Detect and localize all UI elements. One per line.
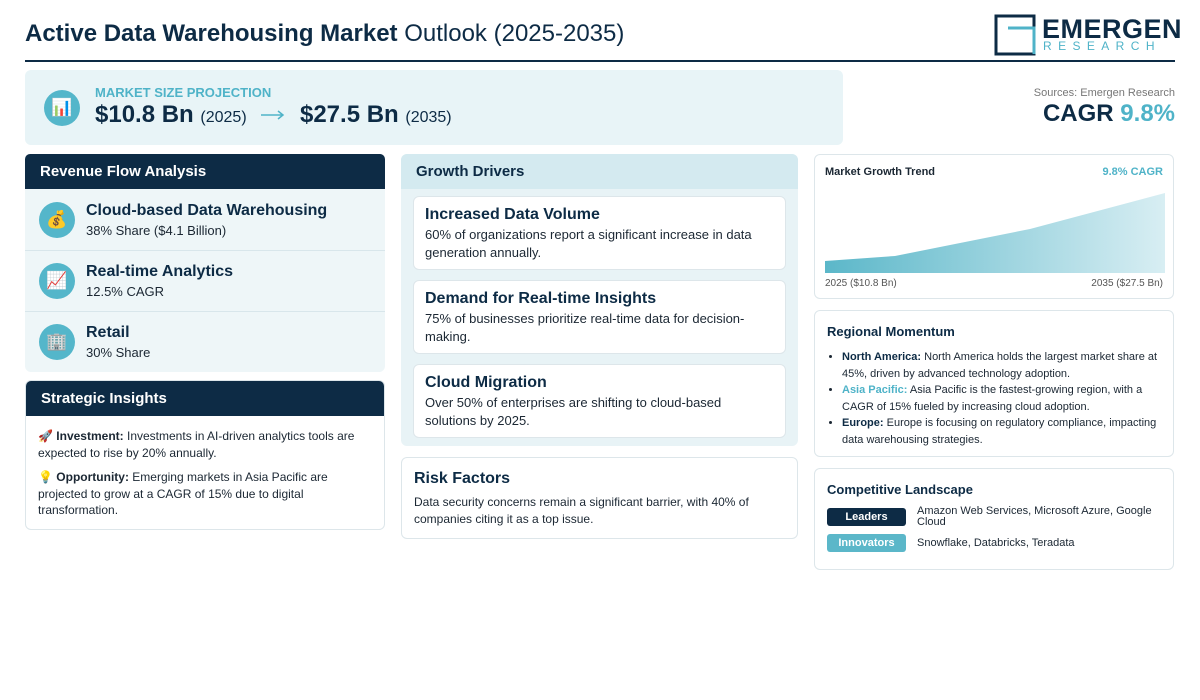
driver-text: 75% of businesses prioritize real-time d…: [425, 311, 745, 344]
driver-card: Demand for Real-time Insights 75% of busi…: [413, 280, 786, 354]
competitive-row: Leaders Amazon Web Services, Microsoft Az…: [827, 506, 1161, 528]
start-year: (2025): [200, 109, 247, 126]
trend-start: 2025 ($10.8 Bn): [825, 278, 897, 289]
item-text: Retail 30% Share: [86, 324, 150, 360]
arrow: [261, 110, 285, 120]
section-title: Growth Drivers: [401, 154, 798, 189]
item-name: Retail: [86, 324, 130, 341]
trend-card: Market Growth Trend 9.8% CAGR 2025 ($10.…: [814, 154, 1174, 299]
insight: 💡 Opportunity: Emerging markets in Asia …: [38, 469, 372, 519]
region-item: Europe: Europe is focusing on regulatory…: [842, 415, 1161, 448]
projection-icon: 📊: [44, 90, 80, 126]
end-year: (2035): [405, 109, 452, 126]
region-name: Asia Pacific:: [842, 384, 908, 396]
insight-label: Investment:: [56, 429, 124, 443]
projection-label: MARKET SIZE PROJECTION: [95, 85, 272, 100]
companies: Amazon Web Services, Microsoft Azure, Go…: [917, 505, 1152, 528]
driver-card: Cloud Migration Over 50% of enterprises a…: [413, 364, 786, 438]
section-title: Competitive Landscape: [827, 482, 973, 497]
region-name: North America:: [842, 351, 922, 363]
revenue-item: 🏢 Retail 30% Share: [25, 311, 385, 372]
insight-text: Emerging markets in Asia Pacific are pro…: [38, 470, 328, 517]
risk-factors: Risk Factors Data security concerns rema…: [401, 457, 798, 539]
source: Sources: Emergen Research: [1033, 87, 1175, 99]
revenue-item: 💰 Cloud-based Data Warehousing 38% Share (…: [25, 189, 385, 250]
region-text: North America holds the largest market s…: [842, 351, 1158, 380]
cagr-value: 9.8%: [1120, 100, 1175, 127]
growth-drivers: Growth Drivers Increased Data Volume 60% …: [401, 154, 798, 446]
trend-end: 2035 ($27.5 Bn): [1091, 278, 1163, 289]
region-text: Asia Pacific is the fastest-growing regi…: [842, 384, 1143, 413]
regional: Regional Momentum North America: North A…: [814, 310, 1174, 457]
region-item: Asia Pacific: Asia Pacific is the fastes…: [842, 382, 1161, 415]
insights-list: 🚀 Investment: Investments in AI-driven a…: [26, 416, 384, 531]
driver-text: Over 50% of enterprises are shifting to …: [425, 395, 722, 428]
region-item: North America: North America holds the l…: [842, 349, 1161, 382]
revenue-list: 💰 Cloud-based Data Warehousing 38% Share (…: [25, 189, 385, 372]
trend-badge: 9.8% CAGR: [1102, 166, 1163, 178]
revenue-item: 📈 Real-time Analytics 12.5% CAGR: [25, 250, 385, 311]
competitive-list: Leaders Amazon Web Services, Microsoft Az…: [827, 506, 1161, 552]
section-title: Strategic Insights: [26, 381, 384, 416]
item-detail: 12.5% CAGR: [86, 284, 165, 299]
insight-icon: 🚀: [38, 429, 53, 443]
driver-title: Increased Data Volume: [425, 206, 600, 223]
risk-text: Data security concerns remain a signific…: [414, 495, 749, 526]
projection-box: 📊 MARKET SIZE PROJECTION $10.8 Bn (2025)…: [25, 70, 843, 145]
insight-text: Investments in AI-driven analytics tools…: [38, 429, 355, 460]
section-title: Regional Momentum: [827, 324, 955, 339]
item-detail: 30% Share: [86, 345, 151, 360]
competitive-row: Innovators Snowflake, Databricks, Teradat…: [827, 534, 1161, 552]
logo-name: EMERGEN: [1042, 14, 1183, 44]
companies: Snowflake, Databricks, Teradata: [917, 536, 1075, 549]
competitive: Competitive Landscape Leaders Amazon Web …: [814, 468, 1174, 570]
driver-text: 60% of organizations report a significan…: [425, 227, 752, 260]
start-value: $10.8 Bn: [95, 101, 194, 128]
title-bold: Active Data Warehousing Market: [25, 20, 398, 47]
section-title: Revenue Flow Analysis: [25, 154, 385, 189]
item-text: Real-time Analytics 12.5% CAGR: [86, 263, 233, 299]
driver-card: Increased Data Volume 60% of organization…: [413, 196, 786, 270]
tag: Leaders: [827, 508, 906, 526]
revenue-flow: Revenue Flow Analysis 💰 Cloud-based Data …: [25, 154, 385, 372]
cagr: CAGR 9.8%: [1043, 100, 1175, 128]
logo-icon: [994, 14, 1036, 56]
trend-title: Market Growth Trend: [825, 166, 936, 178]
section-title: Risk Factors: [414, 470, 511, 487]
driver-title: Cloud Migration: [425, 374, 547, 391]
logo-sub: RESEARCH: [1043, 39, 1161, 53]
item-name: Real-time Analytics: [86, 263, 234, 280]
item-text: Cloud-based Data Warehousing 38% Share ($…: [86, 202, 327, 238]
insight-icon: 💡: [38, 470, 53, 484]
cagr-label: CAGR: [1042, 100, 1114, 127]
item-detail: 38% Share ($4.1 Billion): [86, 222, 227, 238]
insight-label: Opportunity:: [56, 470, 129, 484]
title-rest: Outlook (2025-2035): [404, 20, 625, 47]
region-name: Europe:: [842, 417, 884, 429]
item-icon: 💰: [39, 201, 75, 238]
strategic-insights: Strategic Insights 🚀 Investment: Investm…: [25, 380, 385, 530]
tag: Innovators: [827, 534, 906, 552]
rule: [25, 60, 1175, 62]
projection-values: $10.8 Bn (2025) $27.5 Bn (2035): [95, 101, 452, 129]
driver-title: Demand for Real-time Insights: [425, 290, 657, 307]
item-icon: 📈: [39, 263, 75, 299]
insight: 🚀 Investment: Investments in AI-driven a…: [38, 428, 372, 461]
end-value: $27.5 Bn: [299, 101, 399, 128]
region-text: Europe is focusing on regulatory complia…: [842, 417, 1157, 446]
item-name: Cloud-based Data Warehousing: [86, 201, 328, 219]
title: Active Data Warehousing Market Outlook (…: [25, 20, 624, 48]
regional-list: North America: North America holds the l…: [827, 349, 1161, 448]
trend-area: [825, 193, 1165, 273]
item-icon: 🏢: [39, 324, 75, 360]
